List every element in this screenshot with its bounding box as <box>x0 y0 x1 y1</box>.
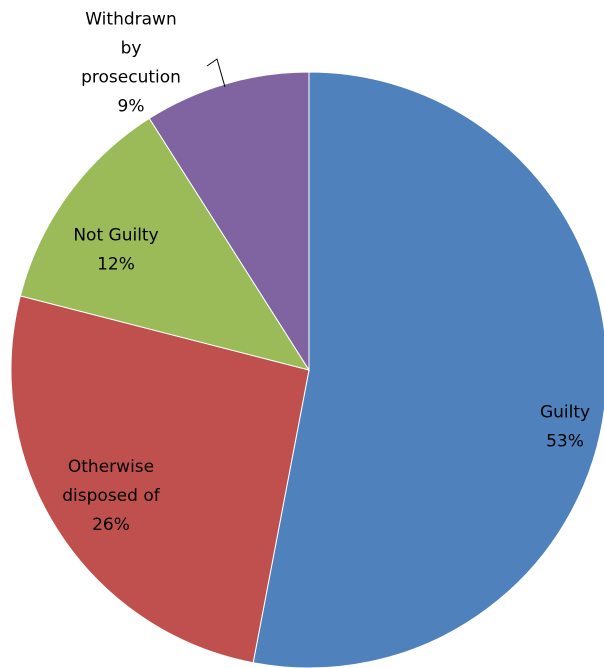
pie-slice-otherwise-disposed-of <box>10 295 310 664</box>
pie-slices <box>10 71 604 668</box>
slice-label-guilty: Guilty 53% <box>540 403 590 452</box>
slice-label-withdrawn-by-prosecution: Withdrawn by prosecution 9% <box>81 10 181 117</box>
pie-slice-withdrawn-by-prosecution <box>148 71 310 372</box>
slice-label-not-guilty: Not Guilty 12% <box>73 226 158 275</box>
pie-slice-not-guilty <box>19 117 311 371</box>
pie-labels: Guilty 53% Otherwise disposed of 26% Not Guil… <box>62 10 590 536</box>
slice-label-otherwise-disposed-of: Otherwise disposed of 26% <box>62 457 160 535</box>
withdrawn-leader-line <box>206 58 226 88</box>
pie-slice-guilty <box>252 71 604 668</box>
